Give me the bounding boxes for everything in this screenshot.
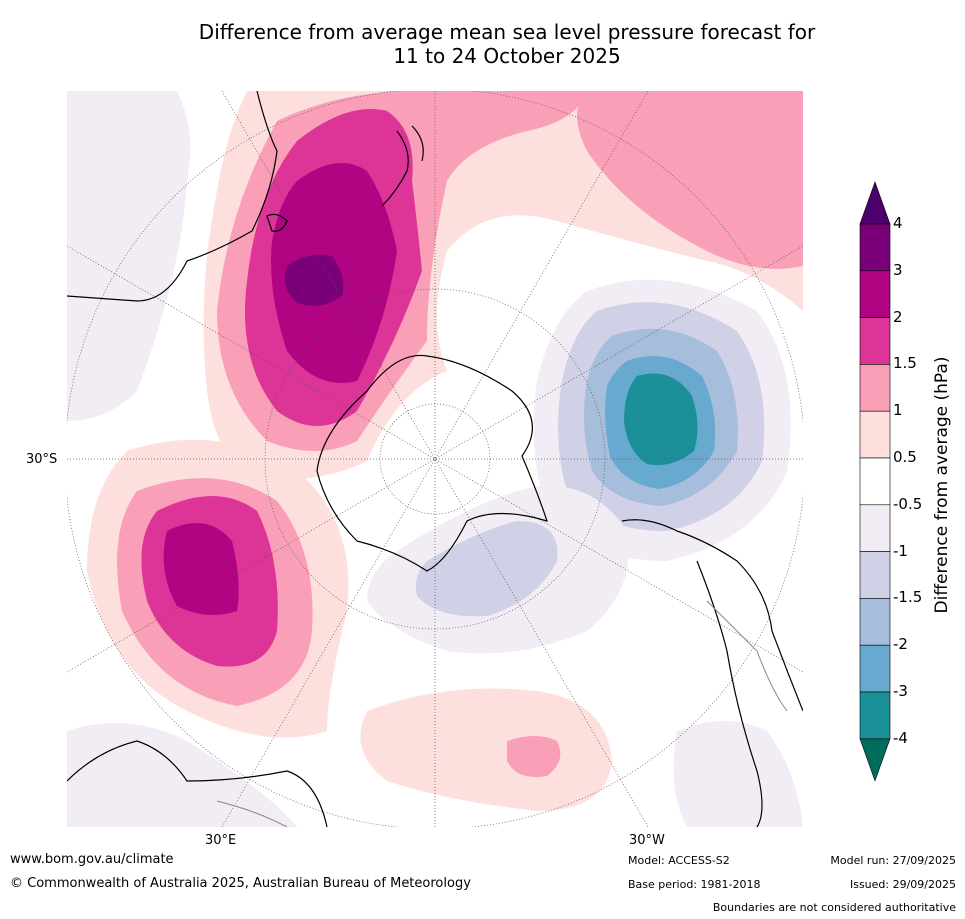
- footer-disclaimer: Boundaries are not considered authoritat…: [712, 901, 956, 914]
- graticule: [67, 91, 803, 827]
- anomaly-region-pos3-core: [284, 254, 344, 306]
- colorbar-bin: [859, 644, 891, 693]
- colorbar-tick-label: 4: [893, 214, 903, 232]
- colorbar-tick-label: -1: [893, 541, 908, 560]
- meridian-line: [221, 91, 649, 827]
- anomaly-region-neg1-south: [415, 521, 558, 617]
- title-line-2: 11 to 24 October 2025: [393, 44, 621, 68]
- anomaly-region-pos1-northeast: [577, 91, 803, 269]
- latitude-label-30s: 30°S: [26, 452, 58, 467]
- colorbar-bin: [859, 364, 891, 412]
- colorbar-bin: [859, 457, 891, 506]
- coastline-tasmania: [266, 213, 288, 232]
- title-line-1: Difference from average mean sea level p…: [198, 20, 816, 44]
- colorbar-tick-label: -2: [893, 635, 908, 654]
- colorbar-bin: [859, 504, 891, 552]
- chart-title: Difference from average mean sea level p…: [0, 20, 965, 68]
- colorbar-tick-label: 1: [893, 401, 903, 420]
- footer-model: Model: ACCESS-S2: [628, 854, 730, 867]
- anomaly-region-pos05-south: [360, 688, 612, 811]
- anomaly-region-neg05-southeast: [673, 721, 803, 827]
- colorbar-bin: [859, 551, 891, 599]
- colorbar-tick-label: 2: [893, 307, 903, 326]
- colorbar-tick-label: -4: [893, 728, 908, 747]
- coastline-africa: [67, 740, 328, 827]
- colorbar-bin: [859, 270, 891, 318]
- colorbar-bin: [859, 223, 891, 272]
- coastline-australia: [67, 91, 278, 302]
- colorbar-tick-label: -0.5: [893, 494, 923, 513]
- colorbar-bin: [859, 410, 891, 459]
- colorbar-bin: [859, 181, 891, 225]
- coastlines: [67, 91, 803, 827]
- footer-website: www.bom.gov.au/climate: [10, 852, 174, 867]
- pressure-anomaly-map: [67, 91, 803, 827]
- meridian-line: [67, 245, 803, 673]
- anomaly-region-neg3-core: [624, 373, 698, 466]
- longitude-label-30w: 30°W: [629, 833, 665, 848]
- colorbar-bin: [859, 738, 891, 782]
- border-south-america: [706, 600, 788, 712]
- anomaly-region-pos2-west: [163, 523, 239, 615]
- colorbar-tick-label: 0.5: [893, 448, 917, 466]
- colorbar-tick-label: -1.5: [893, 588, 923, 607]
- border-africa: [216, 800, 288, 827]
- meridian-line: [67, 245, 803, 673]
- colorbar-bin: [859, 691, 891, 740]
- coastline-new-zealand: [381, 125, 424, 207]
- anomaly-region-pos1-south: [507, 736, 561, 777]
- footer-base-period: Base period: 1981-2018: [628, 878, 761, 891]
- coastline-antarctica: [316, 354, 548, 572]
- footer-model-run: Model run: 27/09/2025: [830, 854, 956, 867]
- colorbar-bin: [859, 317, 891, 365]
- colorbar-bins: [859, 181, 891, 782]
- colorbar-tick-label: 3: [893, 260, 903, 279]
- footer-issued: Issued: 29/09/2025: [849, 878, 956, 891]
- country-borders: [216, 600, 788, 827]
- longitude-label-30e: 30°E: [205, 833, 237, 848]
- anomaly-region-neg05-west: [67, 91, 191, 421]
- colorbar-tick-label: -3: [893, 682, 908, 700]
- meridian-line: [221, 91, 649, 827]
- colorbar: [859, 181, 891, 782]
- footer-copyright: © Commonwealth of Australia 2025, Austra…: [10, 876, 471, 891]
- colorbar-title: Difference from average (hPa): [932, 356, 952, 614]
- colorbar-tick-label: 1.5: [893, 354, 917, 373]
- colorbar-bin: [859, 598, 891, 646]
